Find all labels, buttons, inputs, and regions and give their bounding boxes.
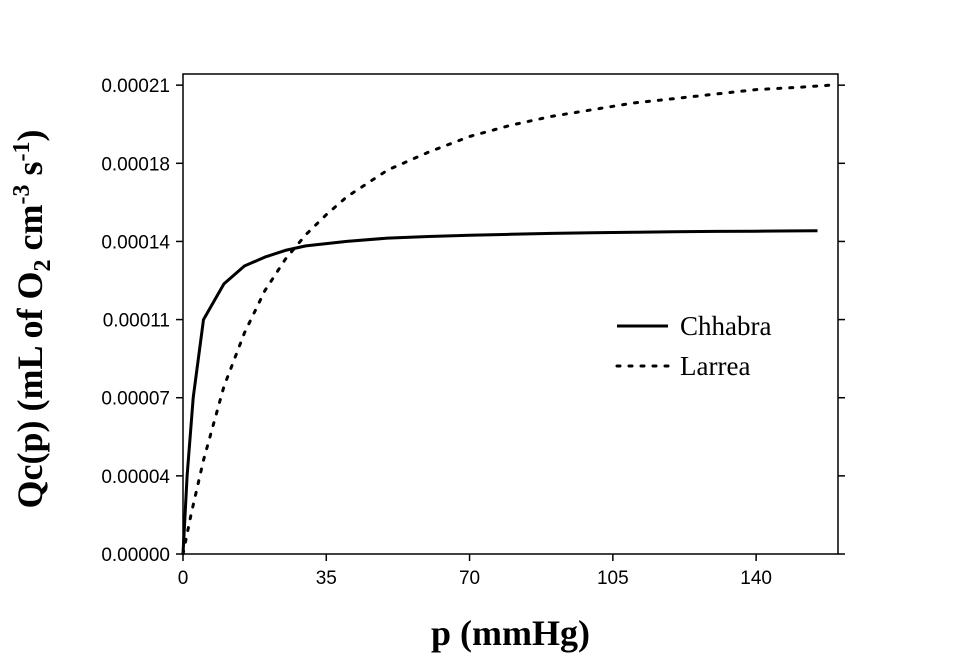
y-tick-label: 0.00011: [103, 311, 170, 332]
series-layer: [181, 83, 832, 556]
legend-label-larrea: Larrea: [680, 351, 750, 381]
y-axis-title: Qc(p) (mL of O2 cm-3 s-1): [9, 130, 56, 509]
x-axis-title: p (mmHg): [431, 613, 590, 653]
x-axis-ticks: 0 35 70 105 140: [178, 554, 772, 589]
y-axis-ticks: 0.00000 0.00004 0.00007 0.00011 0.00014 0.000…: [101, 76, 845, 566]
series-line-chhabra: [181, 229, 818, 555]
legend: Chhabra Larrea: [615, 311, 771, 381]
x-tick-label: 105: [597, 568, 629, 589]
x-tick-label: 70: [459, 568, 480, 589]
y-tick-label: 0.00021: [101, 76, 170, 97]
x-tick-label: 35: [316, 568, 337, 589]
plot-frame: [182, 73, 839, 555]
y-tick-label: 0.00004: [101, 467, 170, 488]
x-tick-label: 140: [740, 568, 772, 589]
y-tick-label: 0.00000: [101, 545, 170, 566]
y-tick-label: 0.00007: [101, 389, 170, 410]
legend-label-chhabra: Chhabra: [680, 311, 771, 341]
y-tick-label: 0.00018: [101, 154, 170, 175]
x-tick-label: 0: [178, 568, 189, 589]
y-tick-label: 0.00014: [101, 232, 170, 253]
series-line-larrea: [181, 83, 832, 556]
